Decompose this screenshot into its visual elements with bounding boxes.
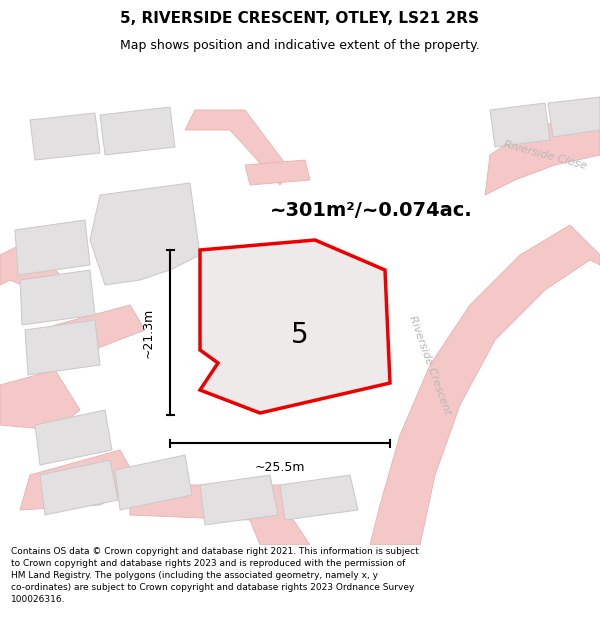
Polygon shape xyxy=(20,450,140,510)
Text: Map shows position and indicative extent of the property.: Map shows position and indicative extent… xyxy=(120,39,480,51)
Polygon shape xyxy=(35,410,112,465)
Polygon shape xyxy=(0,240,60,295)
Polygon shape xyxy=(200,240,390,413)
Polygon shape xyxy=(0,370,80,430)
Text: Contains OS data © Crown copyright and database right 2021. This information is : Contains OS data © Crown copyright and d… xyxy=(11,548,419,604)
Polygon shape xyxy=(25,320,100,375)
Polygon shape xyxy=(245,160,310,185)
Polygon shape xyxy=(200,475,278,525)
Text: Riverside Crescent: Riverside Crescent xyxy=(407,314,452,416)
Polygon shape xyxy=(490,103,550,147)
Text: Riverside Close: Riverside Close xyxy=(502,139,587,171)
Polygon shape xyxy=(548,97,600,137)
Polygon shape xyxy=(40,460,118,515)
Polygon shape xyxy=(370,225,600,545)
Polygon shape xyxy=(280,475,358,520)
Polygon shape xyxy=(185,110,290,185)
Polygon shape xyxy=(115,455,192,510)
Text: ~21.3m: ~21.3m xyxy=(142,308,155,358)
Polygon shape xyxy=(50,305,145,355)
Polygon shape xyxy=(15,220,90,275)
Polygon shape xyxy=(90,183,200,285)
Polygon shape xyxy=(100,107,175,155)
Polygon shape xyxy=(485,110,600,195)
Polygon shape xyxy=(30,113,100,160)
Text: ~301m²/~0.074ac.: ~301m²/~0.074ac. xyxy=(270,201,473,219)
Text: ~25.5m: ~25.5m xyxy=(255,461,305,474)
Polygon shape xyxy=(20,270,95,325)
Text: 5, RIVERSIDE CRESCENT, OTLEY, LS21 2RS: 5, RIVERSIDE CRESCENT, OTLEY, LS21 2RS xyxy=(121,11,479,26)
Polygon shape xyxy=(130,485,310,545)
Text: 5: 5 xyxy=(291,321,309,349)
